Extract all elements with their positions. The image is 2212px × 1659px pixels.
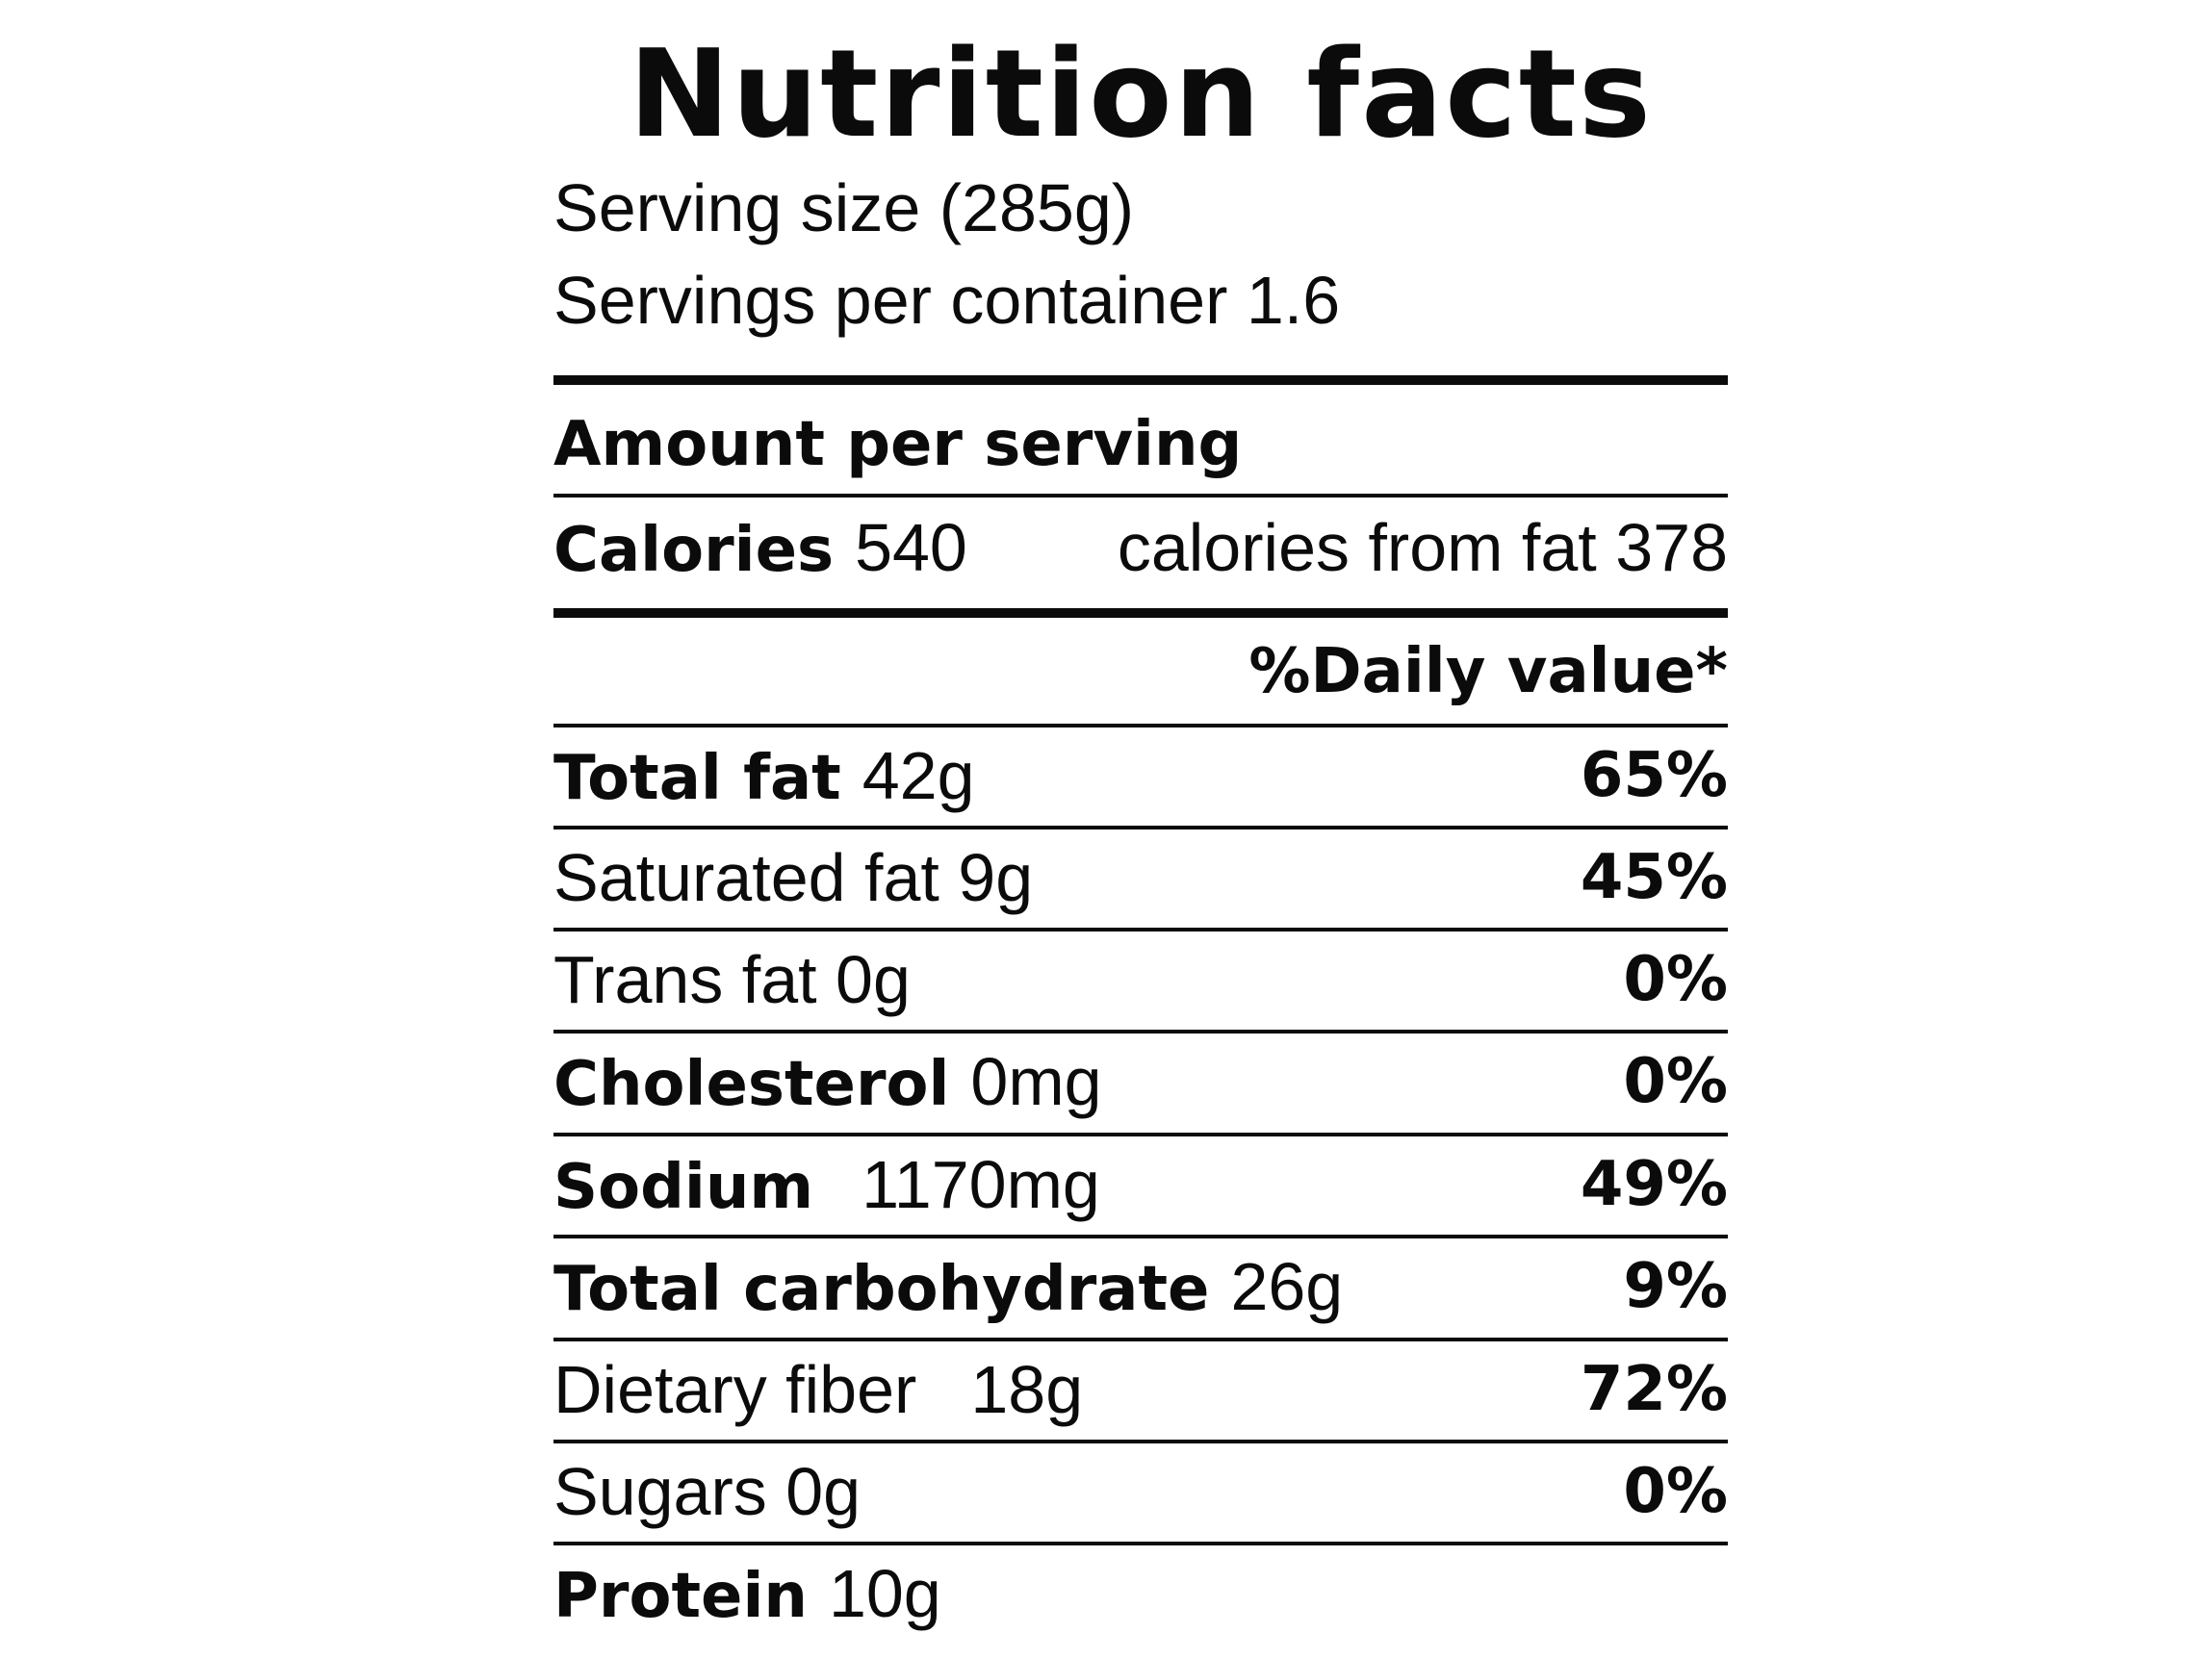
nutrient-amount: 26g: [1230, 1249, 1344, 1324]
nutrient-name: Trans fat 0g: [553, 942, 911, 1017]
daily-value-header: %Daily value*: [1248, 636, 1728, 707]
calories-value: 540: [855, 510, 967, 585]
divider-row-4: [553, 1133, 1728, 1136]
nutrient-amount: 1170mg: [862, 1147, 1100, 1222]
nutrient-amount: 42g: [862, 738, 975, 813]
label-title: Nutrition facts: [628, 23, 1654, 165]
nutrient-name: Cholesterol: [553, 1049, 950, 1120]
daily-value-header-row: %Daily value*: [553, 625, 1728, 718]
calories-from-fat: calories from fat 378: [1117, 510, 1728, 585]
nutrient-row-protein: Protein 10g: [553, 1547, 1728, 1640]
divider-thick-top: [553, 375, 1728, 385]
nutrient-name: Protein: [553, 1561, 808, 1632]
nutrient-daily-value: 9%: [1623, 1251, 1728, 1322]
nutrient-amount: 0mg: [970, 1044, 1102, 1119]
calories-row: Calories 540 calories from fat 378: [553, 501, 1728, 594]
nutrient-daily-value: 0%: [1623, 944, 1728, 1015]
divider-thick-calories: [553, 608, 1728, 618]
nutrient-name: Saturated fat 9g: [553, 840, 1034, 915]
nutrient-amount: 10g: [828, 1556, 941, 1631]
nutrient-name: Total carbohydrate: [553, 1254, 1210, 1325]
divider-row-6: [553, 1338, 1728, 1341]
nutrient-row-total-carbohydrate: Total carbohydrate 26g 9%: [553, 1240, 1728, 1333]
calories-label: Calories: [553, 515, 835, 586]
servings-per-container: Servings per container 1.6: [553, 263, 1341, 338]
nutrient-row-dietary-fiber: Dietary fiber 18g 72%: [553, 1343, 1728, 1436]
nutrient-amount: 18g: [970, 1352, 1084, 1427]
nutrient-daily-value: 0%: [1623, 1456, 1728, 1527]
nutrient-name: Sugars 0g: [553, 1454, 862, 1529]
divider-amount: [553, 494, 1728, 498]
nutrient-name: Sodium: [553, 1152, 814, 1223]
nutrient-row-cholesterol: Cholesterol 0mg 0%: [553, 1035, 1728, 1128]
nutrient-row-saturated-fat: Saturated fat 9g 45%: [553, 831, 1728, 924]
nutrient-daily-value: 72%: [1580, 1354, 1728, 1425]
nutrient-daily-value: 65%: [1580, 740, 1728, 811]
nutrient-row-trans-fat: Trans fat 0g 0%: [553, 933, 1728, 1026]
divider-row-5: [553, 1235, 1728, 1238]
amount-per-serving-heading: Amount per serving: [553, 409, 1243, 480]
nutrient-daily-value: 45%: [1580, 842, 1728, 913]
nutrition-label: Nutrition facts Serving size (285g) Serv…: [553, 0, 1728, 1659]
divider-row-8: [553, 1542, 1728, 1545]
nutrient-name: Dietary fiber: [553, 1352, 917, 1427]
divider-row-3: [553, 1030, 1728, 1034]
divider-row-7: [553, 1440, 1728, 1443]
divider-row-2: [553, 928, 1728, 932]
serving-size: Serving size (285g): [553, 170, 1135, 245]
divider-row-0: [553, 724, 1728, 727]
nutrient-row-total-fat: Total fat 42g 65%: [553, 729, 1728, 822]
divider-row-1: [553, 826, 1728, 830]
nutrient-daily-value: 0%: [1623, 1046, 1728, 1117]
nutrient-name: Total fat: [553, 743, 841, 814]
nutrient-daily-value: 49%: [1580, 1149, 1728, 1220]
nutrient-row-sodium: Sodium 1170mg 49%: [553, 1138, 1728, 1231]
nutrient-row-sugars: Sugars 0g 0%: [553, 1445, 1728, 1538]
